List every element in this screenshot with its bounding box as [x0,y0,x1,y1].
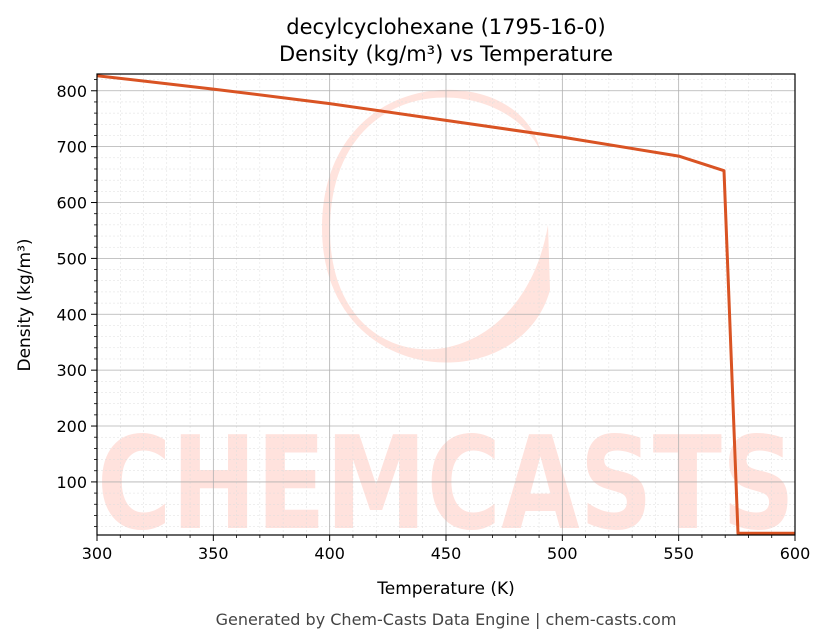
y-tick-label: 400 [56,305,87,324]
y-tick-label: 300 [56,361,87,380]
y-axis-label: Density (kg/m³) [15,238,35,371]
y-tick-label: 200 [56,417,87,436]
y-tick-label: 800 [56,82,87,101]
x-tick-label: 600 [780,544,811,563]
y-tick-label: 600 [56,194,87,213]
series-layer [96,74,795,535]
chart-title: decylcyclohexane (1795-16-0) [286,15,605,39]
x-tick-label: 500 [547,544,578,563]
footer-credit: Generated by Chem-Casts Data Engine | ch… [216,610,677,629]
x-tick-label: 400 [314,544,345,563]
y-tick-label: 100 [56,473,87,492]
chart-subtitle: Density (kg/m³) vs Temperature [279,42,613,66]
x-axis-label: Temperature (K) [376,579,515,599]
x-tick-label: 300 [82,544,113,563]
major-grid [96,74,796,535]
y-axis: 100 200 300 400 500 600 700 800 [56,79,97,528]
x-tick-label: 350 [198,544,229,563]
x-tick-label: 450 [431,544,462,563]
x-axis: 300 350 400 450 500 550 600 [82,535,811,563]
y-tick-label: 500 [56,249,87,268]
x-tick-label: 550 [663,544,694,563]
density-series-line [96,74,795,535]
y-tick-label: 700 [56,138,87,157]
